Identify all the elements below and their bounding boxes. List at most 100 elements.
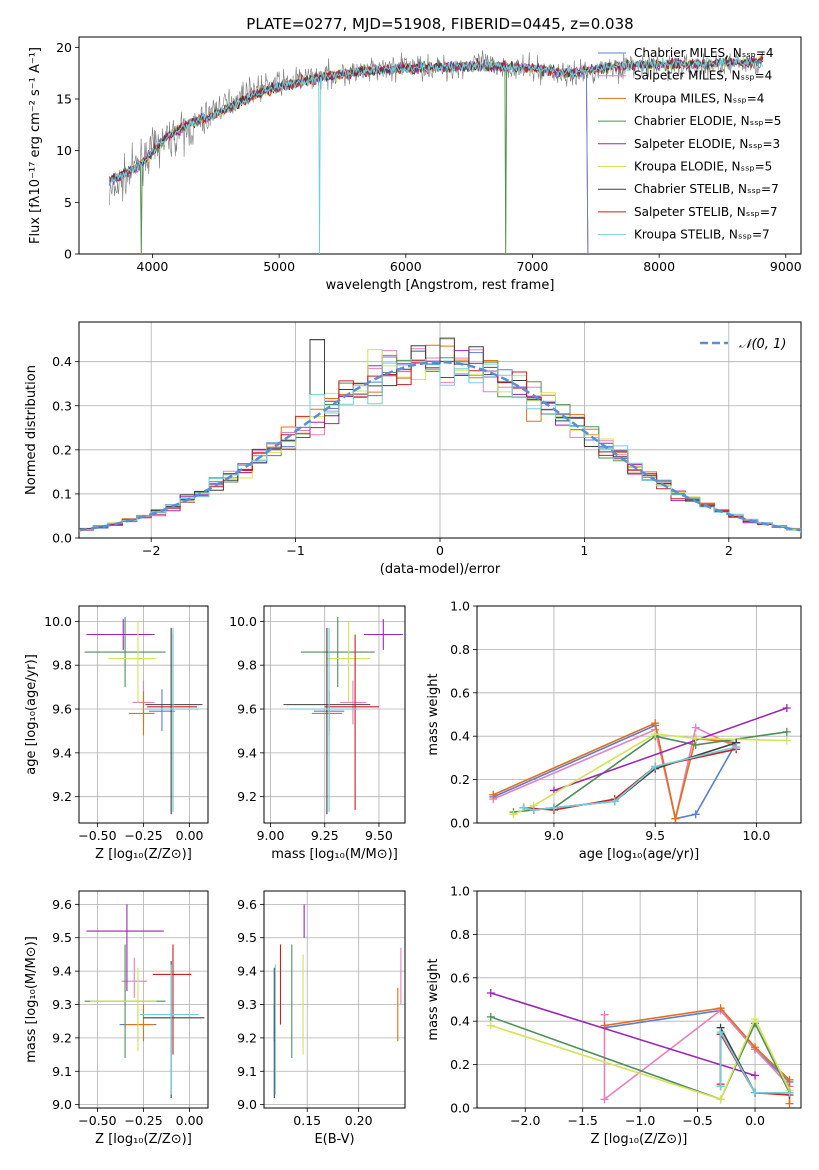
panel-mass-vs-Z: −0.50 −0.25 0.00 9.0 9.1 9.2 9.3 9.4 9.5 9.6 Z [lo… <box>24 890 209 1147</box>
series-line <box>490 992 756 1077</box>
data-point <box>145 627 203 815</box>
y-tick-label: 15 <box>56 92 72 107</box>
x-axis-label: mass [log₁₀(M/M⊙)] <box>271 847 398 862</box>
x-tick-label: 0.00 <box>176 828 204 843</box>
x-tick-label: −2.0 <box>510 1113 540 1128</box>
x-tick-label: 0.20 <box>345 1113 373 1128</box>
data-point <box>84 616 166 688</box>
y-tick-label: 9.2 <box>237 789 257 804</box>
series-marker <box>716 1004 725 1013</box>
data-point <box>139 964 199 1095</box>
y-tick-label: 0.2 <box>450 772 470 787</box>
series-marker <box>782 727 791 736</box>
y-tick-label: 0.8 <box>450 927 470 942</box>
data-point <box>86 619 155 650</box>
data-point <box>143 961 205 1098</box>
weight-series <box>716 1028 794 1097</box>
x-tick-label: −0.25 <box>124 828 162 843</box>
legend-label: Kroupa STELIB, Nₛₛₚ=7 <box>634 228 770 242</box>
x-axis-label: wavelength [Angstrom, rest frame] <box>326 278 555 293</box>
panel-age-vs-mass: 9.00 9.25 9.50 9.2 9.4 9.6 9.8 10.0 mass [log₁₀(… <box>229 605 406 862</box>
x-axis-label: E(B-V) <box>314 1132 354 1147</box>
error-bars <box>84 904 205 1098</box>
series-marker <box>600 1010 609 1019</box>
data-point <box>152 944 192 1055</box>
error-bars <box>283 616 403 815</box>
x-tick-label: 8000 <box>643 259 675 274</box>
y-tick-label: 0.0 <box>450 816 470 831</box>
y-tick-label: 9.4 <box>237 745 257 760</box>
x-tick-label: 9000 <box>770 259 802 274</box>
data-point <box>125 1004 155 1042</box>
y-tick-label: 9.2 <box>237 1030 257 1045</box>
error-bars <box>273 904 402 1098</box>
error-bars <box>84 616 203 815</box>
plot-frame <box>78 890 209 1109</box>
y-tick-label: 0.4 <box>52 354 72 369</box>
x-axis-label: age [log₁₀(age/yr)] <box>579 847 700 862</box>
y-tick-label: 10.0 <box>44 614 72 629</box>
x-tick-label: 0 <box>436 543 444 558</box>
x-tick-label: 9.00 <box>257 828 285 843</box>
y-tick-label: 9.5 <box>237 930 257 945</box>
series-marker <box>785 1075 794 1084</box>
y-tick-label: 9.6 <box>52 702 72 717</box>
y-axis-label: Normed distribution <box>24 365 39 495</box>
x-tick-label: −0.25 <box>124 1113 162 1128</box>
data-point <box>90 967 157 1052</box>
y-axis-label: age [log₁₀(age/yr)] <box>24 654 39 775</box>
y-tick-label: 9.1 <box>237 1064 257 1079</box>
y-tick-label: 0.0 <box>450 1101 470 1116</box>
series-marker <box>549 803 558 812</box>
y-tick-label: 0.3 <box>52 398 72 413</box>
y-tick-label: 5 <box>64 195 72 210</box>
y-tick-label: 20 <box>56 40 72 55</box>
y-tick-label: 9.4 <box>52 964 72 979</box>
series-marker <box>785 1099 794 1108</box>
plot-frame <box>78 321 802 539</box>
data-point <box>108 621 157 703</box>
y-tick-label: 9.0 <box>52 1097 72 1112</box>
y-tick-label: 9.4 <box>52 745 72 760</box>
panel-spectrum: 4000 5000 6000 7000 8000 9000 0 5 10 15 20 waveleng… <box>28 15 802 293</box>
series-marker <box>716 1095 725 1104</box>
data-point <box>363 619 403 650</box>
legend-label: Chabrier MILES, Nₛₛₚ=4 <box>634 46 774 60</box>
legend-label: Kroupa MILES, Nₛₛₚ=4 <box>634 91 764 105</box>
x-tick-label: 7000 <box>517 259 549 274</box>
series-marker <box>529 805 538 814</box>
normal-curve <box>79 360 801 532</box>
y-axis-label: Flux [fλ10⁻¹⁷ erg cm⁻² s⁻¹ A⁻¹] <box>28 47 43 244</box>
series-marker <box>486 1021 495 1030</box>
x-tick-label: −0.50 <box>78 828 116 843</box>
model-spectrum <box>108 56 764 254</box>
model-spectrum <box>108 60 589 254</box>
weight-series <box>519 743 741 814</box>
x-axis-label: Z [log₁₀(Z/Z⊙)] <box>591 1132 688 1147</box>
histograms <box>79 337 801 533</box>
x-tick-label: 6000 <box>390 259 422 274</box>
panel-residuals: −2 −1 0 1 2 0.0 0.1 0.2 0.3 0.4 (data-model)/error… <box>24 321 802 577</box>
series-marker <box>486 1012 495 1021</box>
x-tick-label: 9.5 <box>645 828 665 843</box>
series-marker <box>785 1088 794 1097</box>
series-marker <box>486 988 495 997</box>
spectrum-lines <box>108 50 764 254</box>
x-tick-label: 0.0 <box>745 1113 765 1128</box>
series-marker <box>610 797 619 806</box>
y-tick-label: 10.0 <box>229 614 257 629</box>
series-marker <box>691 810 700 819</box>
legend-label: Salpeter ELODIE, Nₛₛₚ=3 <box>634 137 780 151</box>
x-tick-label: −1.5 <box>568 1113 598 1128</box>
y-tick-label: 9.1 <box>52 1064 72 1079</box>
y-tick-label: 0.8 <box>450 642 470 657</box>
weight-series <box>600 1006 794 1086</box>
x-tick-label: 5000 <box>263 259 295 274</box>
y-axis-label: mass weight <box>426 958 441 1040</box>
y-tick-label: 9.6 <box>237 702 257 717</box>
series-marker <box>509 810 518 819</box>
legend-label: Salpeter STELIB, Nₛₛₚ=7 <box>634 205 778 219</box>
series-marker <box>716 1028 725 1037</box>
y-tick-label: 0.2 <box>450 1057 470 1072</box>
y-tick-label: 9.5 <box>52 930 72 945</box>
